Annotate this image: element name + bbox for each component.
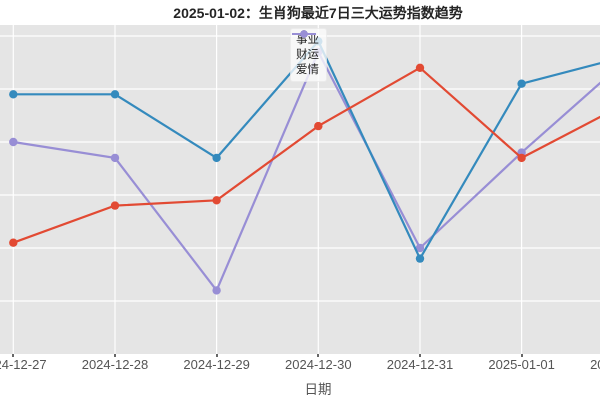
plot-area: 事业 财运 爱情: [0, 25, 600, 354]
legend-label: 财运: [296, 49, 319, 61]
series-point-love: [212, 286, 221, 295]
x-tick-label: 2024-12-31: [386, 357, 454, 372]
series-point-career: [517, 153, 526, 163]
series-point-wealth: [517, 79, 526, 88]
x-tick-label: 2025-01-01: [488, 357, 555, 372]
x-tick-mark: [418, 354, 421, 357]
x-tick-label: 2025-01-02: [590, 357, 600, 372]
series-point-wealth: [212, 153, 221, 163]
series-point-career: [9, 238, 18, 247]
x-axis-label: 日期: [304, 382, 332, 397]
series-line-love: [13, 49, 600, 293]
series-point-love: [9, 137, 18, 147]
series-point-career: [110, 201, 120, 210]
series-point-wealth: [9, 90, 18, 99]
series-point-career: [415, 63, 425, 72]
series-point-wealth: [415, 254, 425, 263]
x-tick-label: 2024-12-28: [81, 357, 149, 372]
legend-marker-icon: [292, 30, 316, 38]
x-tick-label: 2024-12-30: [285, 357, 352, 372]
x-tick-mark: [113, 354, 116, 357]
x-tick-mark: [12, 354, 15, 357]
chart-title: 2025-01-02：生肖狗最近7日三大运势指数趋势: [173, 5, 463, 21]
x-tick-label: 2024-12-27: [0, 357, 47, 372]
series-point-wealth: [110, 90, 120, 99]
legend-label: 爱情: [296, 64, 319, 76]
x-tick-mark: [520, 354, 523, 357]
series-point-love: [415, 243, 425, 253]
legend: 事业 财运 爱情: [290, 28, 327, 82]
series-point-career: [212, 196, 221, 205]
series-point-love: [110, 153, 120, 163]
x-tick-mark: [317, 354, 320, 357]
legend-item-love: 爱情: [292, 30, 319, 77]
x-tick-label: 2024-12-29: [183, 357, 250, 372]
x-tick-mark: [215, 354, 218, 357]
series-point-career: [314, 121, 323, 131]
legend-item-wealth: 财运: [292, 30, 319, 62]
